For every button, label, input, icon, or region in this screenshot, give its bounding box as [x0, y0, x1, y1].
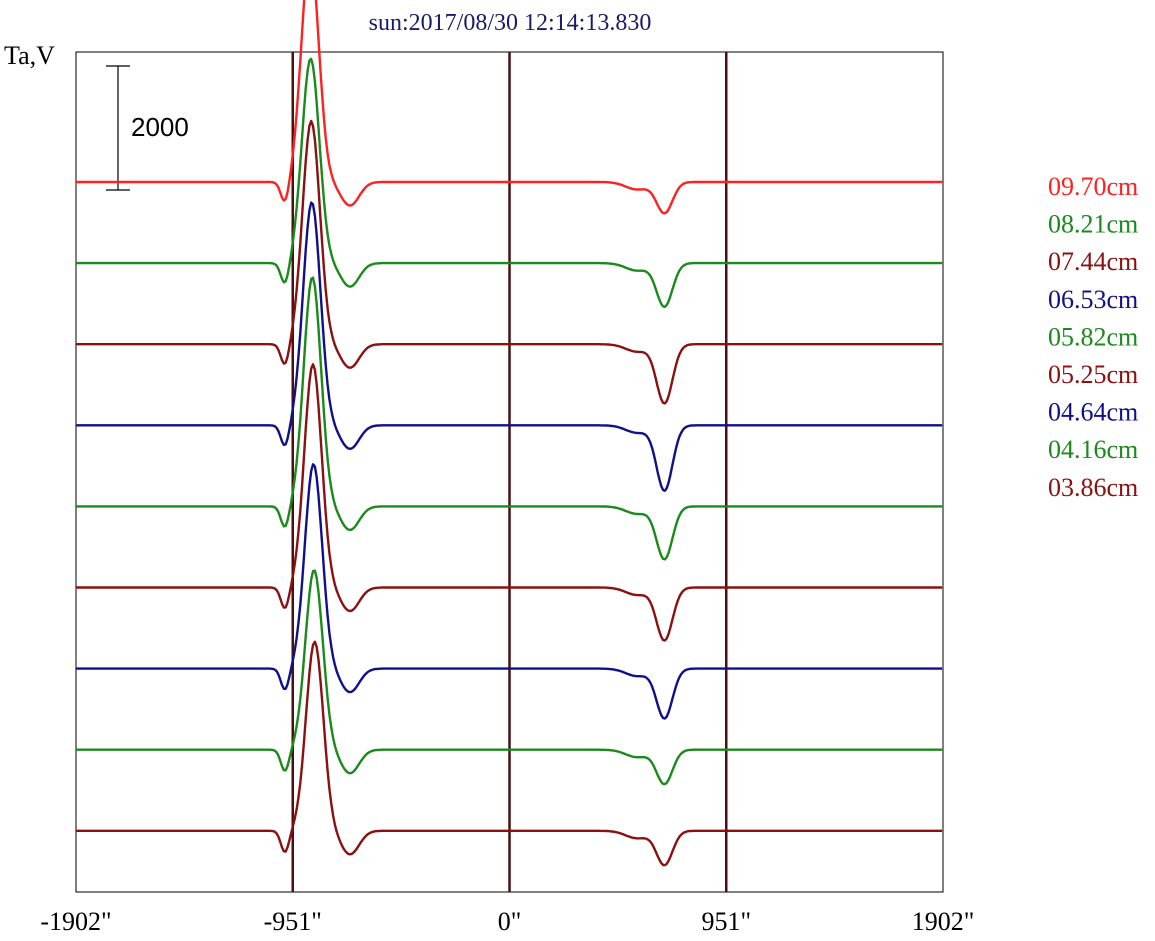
legend: 09.70cm 08.21cm 07.44cm 06.53cm 05.82cm 05.25… — [1048, 172, 1138, 502]
trace-06.53cm — [76, 201, 943, 492]
x-tick-labels: -1902" -951" 0" 951" 1902" — [40, 907, 974, 936]
legend-item: 05.25cm — [1048, 360, 1138, 389]
legend-item: 08.21cm — [1048, 210, 1138, 239]
legend-item: 07.44cm — [1048, 247, 1138, 276]
trace-07.44cm — [76, 119, 943, 405]
x-tick-label: 951" — [701, 907, 751, 936]
traces — [76, 0, 943, 867]
trace-03.86cm — [76, 640, 943, 867]
scale-bar: 2000 — [106, 65, 189, 191]
legend-item: 05.82cm — [1048, 322, 1138, 351]
x-tick-label: -1902" — [40, 907, 111, 936]
trace-04.64cm — [76, 463, 943, 720]
x-tick-label: 0" — [498, 907, 522, 936]
trace-04.16cm — [76, 569, 943, 786]
x-tick-label: 1902" — [912, 907, 975, 936]
reference-lines — [291, 52, 728, 892]
scale-bar-label: 2000 — [131, 112, 189, 142]
trace-05.25cm — [76, 363, 943, 642]
y-axis-label: Ta,V — [4, 41, 55, 70]
legend-item: 06.53cm — [1048, 285, 1138, 314]
chart-title: sun:2017/08/30 12:14:13.830 — [369, 10, 652, 36]
legend-item: 03.86cm — [1048, 473, 1138, 502]
legend-item: 04.64cm — [1048, 398, 1138, 427]
trace-09.70cm — [76, 0, 943, 215]
trace-05.82cm — [76, 276, 943, 561]
trace-08.21cm — [76, 57, 943, 308]
x-tick-label: -951" — [264, 907, 322, 936]
legend-item: 04.16cm — [1048, 435, 1138, 464]
legend-item: 09.70cm — [1048, 172, 1138, 201]
